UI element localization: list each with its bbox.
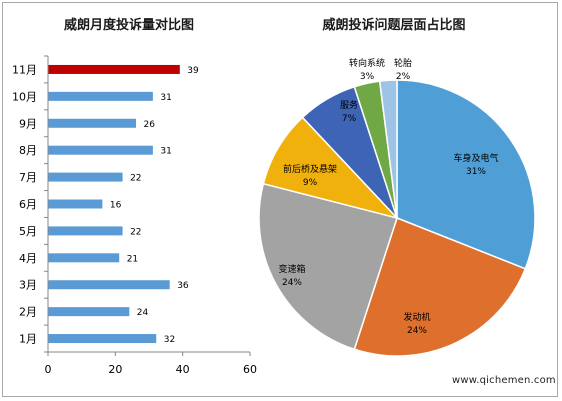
bar-chart-title: 威朗月度投诉量对比图	[64, 17, 194, 33]
bar-value-label: 26	[144, 120, 156, 130]
category-label: 8月	[19, 144, 37, 157]
bar-value-label: 31	[160, 147, 171, 157]
pie-slice-7	[378, 79, 398, 219]
bar-5	[48, 226, 123, 236]
pie-slice-3	[258, 182, 398, 351]
problem-share-pie-chart: 威朗投诉问题层面占比图 车身及电气 31% 发动机 24% 变速箱 24% 前后桥及悬架 9%…	[258, 17, 536, 357]
bar-value-label: 31	[160, 93, 171, 103]
slice-name-label: 发动机	[403, 311, 430, 323]
bar-value-label: 24	[137, 308, 149, 318]
category-label: 2月	[19, 306, 37, 319]
category-label: 1月	[19, 333, 37, 346]
category-label: 3月	[19, 279, 37, 292]
slice-percent-label: 7%	[342, 114, 357, 124]
bar-value-label: 16	[110, 201, 122, 211]
category-label: 9月	[19, 117, 37, 130]
slice-name-label: 服务	[340, 99, 358, 111]
pie-slice-2	[353, 217, 527, 357]
x-tick-label: 40	[176, 363, 190, 376]
bar-6	[48, 199, 103, 209]
category-label: 11月	[12, 63, 37, 76]
bar-10	[48, 91, 153, 101]
slice-percent-label: 9%	[303, 178, 318, 188]
bar-value-label: 22	[130, 227, 141, 237]
category-label: 4月	[19, 252, 37, 265]
category-label: 10月	[12, 90, 37, 103]
pie-chart-title: 威朗投诉问题层面占比图	[322, 17, 465, 33]
bar-value-label: 36	[177, 281, 189, 291]
x-tick-label: 20	[108, 363, 122, 376]
chart-frame	[2, 2, 558, 397]
bar-1	[48, 334, 157, 344]
category-label: 5月	[19, 225, 37, 238]
monthly-complaints-bar-chart: 威朗月度投诉量对比图 0 20 40 60 1月 32 2月 24 3月 36 4月 21 5月 22 6月…	[12, 17, 257, 376]
slice-percent-label: 31%	[466, 167, 486, 177]
slice-name-label: 转向系统	[349, 57, 385, 69]
slice-percent-label: 24%	[407, 326, 427, 336]
bar-8	[48, 145, 153, 155]
bar-4	[48, 253, 120, 263]
slice-percent-label: 2%	[396, 72, 411, 82]
bar-7	[48, 172, 123, 182]
x-tick-label: 60	[243, 363, 257, 376]
x-tick-label: 0	[45, 363, 52, 376]
slice-name-label: 轮胎	[394, 57, 412, 69]
pie-slice-1	[396, 79, 536, 270]
bar-2	[48, 307, 130, 317]
slice-name-label: 车身及电气	[453, 152, 498, 164]
bar-3	[48, 280, 170, 290]
slice-percent-label: 3%	[360, 72, 375, 82]
slice-name-label: 前后桥及悬架	[283, 163, 337, 175]
slice-percent-label: 24%	[282, 278, 302, 288]
category-label: 6月	[19, 198, 37, 211]
bar-value-label: 22	[130, 174, 141, 184]
bar-value-label: 21	[127, 254, 138, 264]
bar-value-label: 39	[187, 66, 199, 76]
bar-value-label: 32	[164, 335, 175, 345]
slice-name-label: 变速箱	[278, 263, 305, 275]
bar-11	[48, 64, 180, 74]
category-label: 7月	[19, 171, 37, 184]
watermark-url: www.qichemen.com	[452, 375, 556, 386]
bar-9	[48, 118, 137, 128]
